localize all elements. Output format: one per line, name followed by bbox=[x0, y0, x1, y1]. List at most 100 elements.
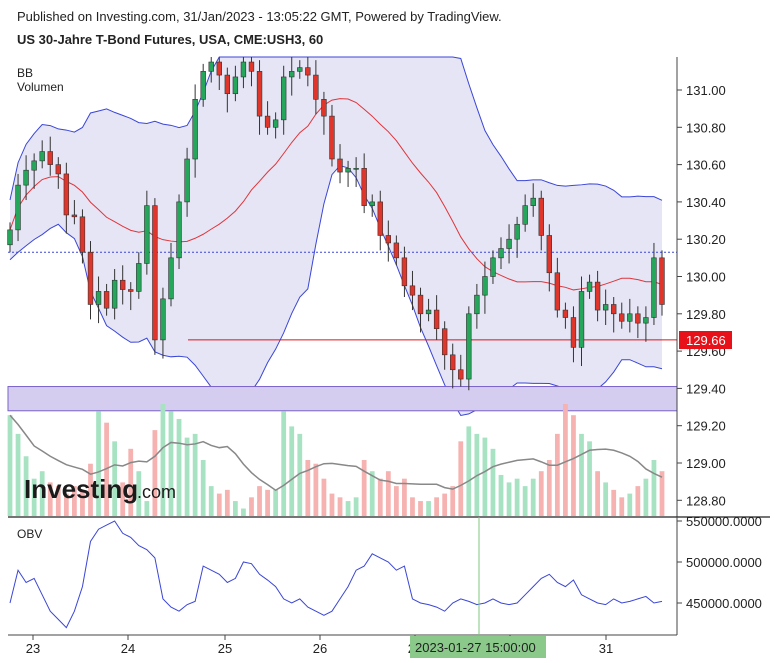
volume-bar bbox=[136, 471, 142, 516]
candle bbox=[240, 61, 247, 78]
candle bbox=[47, 151, 53, 165]
candle bbox=[586, 281, 593, 292]
candle bbox=[15, 184, 21, 231]
candle bbox=[578, 291, 585, 348]
candle bbox=[635, 313, 641, 324]
volume-bar bbox=[506, 482, 512, 516]
bb-label: BB bbox=[17, 66, 33, 80]
obv-tick-label: 550000.0000 bbox=[686, 514, 762, 529]
candle bbox=[353, 168, 359, 170]
candle bbox=[329, 115, 335, 160]
volume-bar bbox=[96, 411, 101, 516]
candle bbox=[490, 257, 496, 277]
candle bbox=[23, 169, 29, 186]
volume-bar bbox=[176, 418, 182, 516]
candle bbox=[297, 67, 303, 72]
price-tick-label: 128.80 bbox=[686, 493, 726, 508]
candle bbox=[602, 304, 609, 311]
investing-logo: Investing .com bbox=[24, 474, 176, 504]
candle bbox=[248, 61, 255, 72]
volume-bar bbox=[289, 426, 295, 516]
volume-bar bbox=[490, 448, 496, 516]
candle bbox=[79, 216, 86, 253]
candle bbox=[498, 248, 504, 259]
volume-bar bbox=[611, 489, 617, 516]
obv-tick-label: 500000.0000 bbox=[686, 555, 762, 570]
candle bbox=[594, 281, 601, 311]
candle bbox=[256, 71, 263, 117]
candle bbox=[55, 164, 61, 175]
candle bbox=[345, 168, 351, 173]
volume-bar bbox=[47, 482, 53, 516]
volume-bar bbox=[579, 433, 584, 516]
candle bbox=[546, 235, 552, 274]
candle bbox=[272, 119, 279, 128]
volume-bar bbox=[160, 404, 166, 516]
last-price-box bbox=[679, 331, 732, 349]
volume-bar bbox=[587, 441, 592, 516]
volume-bar bbox=[112, 441, 118, 516]
obv-label: OBV bbox=[17, 527, 42, 541]
time-tick-label: 25 bbox=[218, 641, 232, 656]
candle bbox=[337, 158, 343, 173]
time-tick-label: 26 bbox=[313, 641, 327, 656]
candle bbox=[369, 201, 375, 206]
candle bbox=[474, 294, 480, 315]
candle bbox=[450, 354, 456, 371]
candle bbox=[200, 71, 206, 100]
volume-bar bbox=[39, 471, 45, 516]
volume-bar bbox=[80, 489, 85, 516]
candle bbox=[7, 229, 13, 246]
candle bbox=[71, 214, 78, 218]
volume-bar bbox=[31, 478, 37, 516]
volume-bar bbox=[128, 448, 134, 516]
volume-bar bbox=[216, 493, 222, 516]
obv-plot-area[interactable] bbox=[9, 520, 663, 629]
candle bbox=[570, 317, 577, 348]
price-axis: 131.00 130.80 130.60 130.40 130.20 130.00 129.… bbox=[677, 83, 726, 508]
bollinger-upper-line bbox=[9, 56, 663, 201]
volume-bar bbox=[184, 437, 190, 516]
volume-bar bbox=[402, 478, 407, 516]
candle bbox=[554, 272, 561, 311]
volume-bar bbox=[619, 497, 625, 516]
candle bbox=[313, 74, 319, 100]
volume-bar bbox=[305, 460, 311, 516]
candle bbox=[401, 257, 408, 287]
candle bbox=[232, 76, 239, 95]
candle bbox=[611, 304, 617, 315]
volume-bar bbox=[208, 486, 214, 516]
volume-bar bbox=[249, 497, 254, 516]
price-tick-label: 129.20 bbox=[686, 419, 726, 434]
candle bbox=[152, 205, 158, 341]
candle bbox=[538, 197, 544, 236]
volume-bar bbox=[23, 456, 29, 516]
chart-title: US 30-Jahre T-Bond Futures, USA, CME:USH… bbox=[17, 32, 324, 47]
volume-bar bbox=[651, 460, 657, 516]
volume-bar bbox=[458, 441, 464, 516]
volume-bar bbox=[571, 415, 576, 516]
candle bbox=[305, 67, 311, 76]
candle bbox=[87, 251, 94, 305]
volume-bar bbox=[15, 433, 21, 516]
candle bbox=[659, 257, 665, 305]
candle bbox=[643, 317, 649, 324]
time-tick-label: 23 bbox=[26, 641, 40, 656]
candle bbox=[63, 173, 70, 216]
volume-bar bbox=[144, 501, 150, 516]
obv-axis: 550000.0000 500000.0000 450000.0000 bbox=[677, 514, 762, 611]
volume-bar bbox=[530, 478, 536, 516]
volume-bar bbox=[63, 493, 69, 516]
candle bbox=[321, 99, 327, 117]
volume-bar bbox=[450, 486, 456, 516]
candle bbox=[425, 309, 432, 315]
volume-bar bbox=[659, 471, 665, 516]
candle bbox=[176, 201, 182, 259]
volume-bar bbox=[55, 486, 61, 516]
candle bbox=[619, 313, 625, 322]
bollinger-middle-line bbox=[9, 98, 663, 291]
candle bbox=[160, 298, 166, 341]
price-tick-label: 130.00 bbox=[686, 270, 726, 285]
volume-bar bbox=[232, 501, 238, 516]
